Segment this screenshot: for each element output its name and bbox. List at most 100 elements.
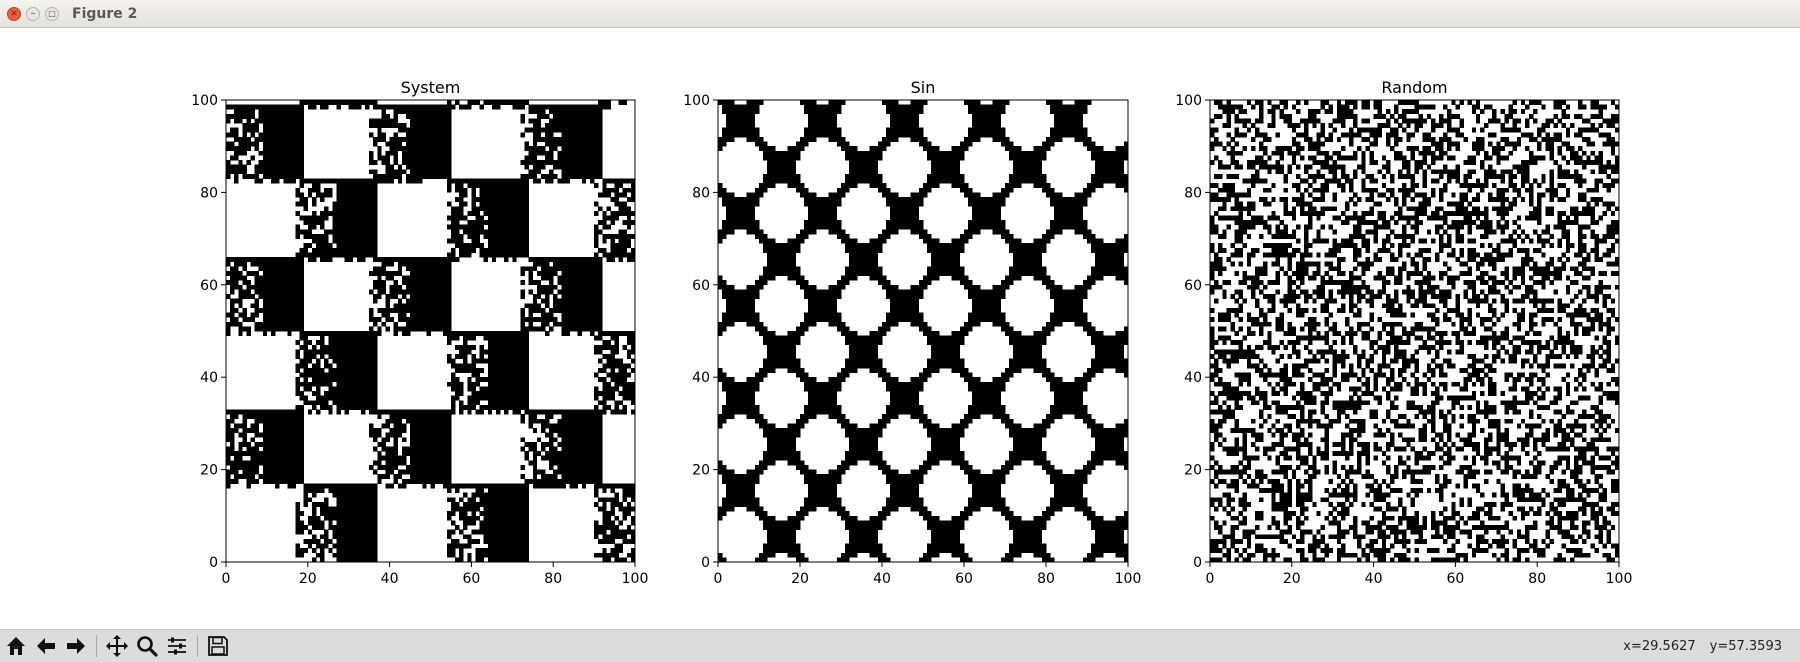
heatmap-cell-run [1524,146,1530,152]
heatmap-cell-run [1013,164,1043,170]
heatmap-cell-run [1263,552,1280,558]
heatmap-cell-run [598,247,607,253]
heatmap-cell-run [618,367,628,373]
heatmap-cell-run [1267,155,1272,161]
forward-button[interactable] [62,632,90,660]
zoom-button[interactable] [133,632,161,660]
window-close-button[interactable]: × [7,7,21,21]
heatmap-cell-run [1308,113,1317,119]
heatmap-cell-run [528,414,538,420]
heatmap-cell-run [1430,437,1436,443]
window-minimize-button[interactable]: – [26,7,40,21]
heatmap-cell-run [1512,118,1522,124]
heatmap-cell-run [561,173,603,179]
heatmap-cell-run [630,367,636,373]
heatmap-cell-run [722,386,760,392]
heatmap-cell-run [1394,141,1399,147]
heatmap-cell-run [1516,460,1522,466]
heatmap-cell-run [234,150,247,156]
heatmap-cell-run [528,104,611,110]
heatmap-cell-run [1418,432,1428,438]
heatmap-cell-run [1398,247,1403,253]
heatmap-cell-run [1242,146,1248,152]
heatmap-cell-run [1394,534,1399,540]
heatmap-cell-run [1504,548,1509,554]
heatmap-cell-run [722,104,760,110]
heatmap-cell-run [1569,206,1579,212]
heatmap-cell-run [1299,257,1305,262]
y-tick-label: 40 [692,370,710,386]
heatmap-cell-run [890,488,920,493]
heatmap-cell-run [1091,247,1129,253]
heatmap-cell-run [307,224,317,230]
heatmap-cell-run [614,192,628,198]
heatmap-cell-run [1524,215,1542,221]
window-maximize-button[interactable]: □ [45,7,59,21]
heatmap-cell-run [1594,367,1599,373]
back-button[interactable] [32,632,60,660]
heatmap-cell-run [1385,169,1391,175]
heatmap-cell-run [1414,538,1428,544]
heatmap-cell-run [918,418,932,424]
heatmap-cell-run [1340,488,1350,493]
heatmap-cell-run [471,529,529,535]
heatmap-cell-run [992,321,1010,327]
save-button[interactable] [204,632,232,660]
heatmap-cell-run [1295,441,1313,447]
heatmap-cell-run [828,414,846,420]
heatmap-cell-run [1537,395,1546,401]
heatmap-cell-run [1471,548,1489,554]
heatmap-cell-run [1287,414,1297,420]
heatmap-cell-run [1533,441,1538,447]
heatmap-cell-run [1291,363,1309,369]
heatmap-cell-run [1578,224,1591,230]
heatmap-cell-run [545,451,603,457]
heatmap-cell-run [1283,344,1289,350]
heatmap-cell-run [1210,354,1215,360]
y-tick-label: 0 [209,555,218,571]
heatmap-cell-run [557,418,603,424]
heatmap-cell-run [1291,183,1301,189]
heatmap-cell-run [1291,534,1297,540]
heatmap-cell-run [1447,266,1452,272]
heatmap-cell-run [828,192,846,198]
heatmap-cell-run [1095,257,1125,262]
heatmap-cell-run [1046,321,1063,327]
home-button[interactable] [2,632,30,660]
heatmap-cell-run [557,280,603,286]
heatmap-cell-run [1516,529,1522,535]
heatmap-cell-run [869,146,887,152]
heatmap-cell-run [1324,331,1329,336]
heatmap-cell-run [886,109,924,115]
heatmap-cell-run [1500,201,1505,207]
heatmap-cell-run [1447,349,1452,355]
heatmap-cell-run [1332,404,1362,410]
heatmap-cell-run [1492,298,1497,304]
configure-subplots-button[interactable] [163,632,191,660]
heatmap-cell-run [524,478,603,484]
heatmap-cell-run [1123,326,1129,332]
heatmap-cell-run [1574,455,1587,461]
heatmap-cell-run [951,515,969,521]
heatmap-cell-run [1271,506,1289,512]
heatmap-cell-run [1353,257,1358,262]
heatmap-cell-run [1426,349,1432,355]
heatmap-cell-run [1402,127,1407,133]
heatmap-cell-run [1328,104,1333,110]
heatmap-cell-run [1238,474,1244,480]
heatmap-cell-run [763,243,801,249]
pan-button[interactable] [103,632,131,660]
heatmap-cell-run [1246,261,1252,267]
heatmap-cell-run [1373,478,1378,484]
heatmap-cell-run [1316,233,1321,239]
heatmap-cell-run [1479,233,1489,239]
heatmap-cell-run [1295,525,1301,530]
heatmap-cell-run [1557,197,1567,202]
heatmap-cell-run [320,335,325,341]
heatmap-cell-run [1283,178,1289,184]
heatmap-cell-run [1123,280,1129,286]
